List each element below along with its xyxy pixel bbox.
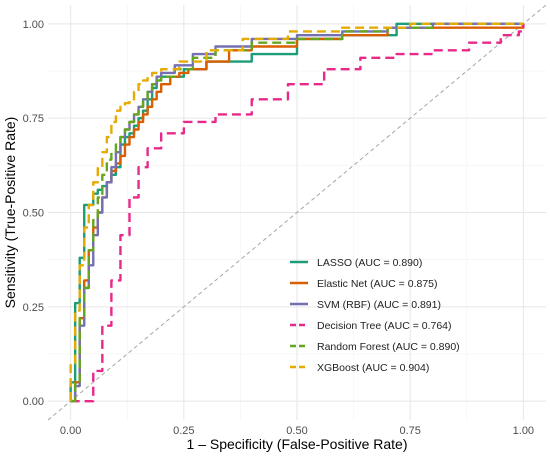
x-tick-label: 0.00: [60, 425, 81, 437]
x-tick-label: 1.00: [513, 425, 534, 437]
legend-label: LASSO (AUC = 0.890): [317, 257, 422, 269]
roc-curve-xgboost: [69, 22, 524, 402]
legend-label: Elastic Net (AUC = 0.875): [317, 278, 438, 290]
legend: LASSO (AUC = 0.890) Elastic Net (AUC = 0.…: [290, 257, 460, 374]
x-tick-label: 0.25: [173, 425, 194, 437]
y-tick-label: 0.25: [23, 302, 44, 314]
y-tick-label: 1.00: [23, 19, 44, 31]
x-tick-label: 0.75: [399, 425, 420, 437]
y-axis-title: Sensitivity (True-Positive Rate): [2, 117, 18, 309]
legend-label: XGBoost (AUC = 0.904): [317, 362, 429, 374]
legend-label: Decision Tree (AUC = 0.764): [317, 320, 452, 332]
x-axis-title: 1 – Specificity (False-Positive Rate): [187, 436, 408, 452]
y-axis-ticks: 0.00 0.25 0.50 0.75 1.00: [23, 19, 44, 408]
x-axis-ticks: 0.00 0.25 0.50 0.75 1.00: [60, 425, 534, 437]
roc-curve-decision-tree: [70, 23, 525, 403]
x-tick-label: 0.50: [286, 425, 307, 437]
chance-line: [47, 4, 547, 421]
y-tick-label: 0.00: [23, 396, 44, 408]
y-tick-label: 0.50: [23, 208, 44, 220]
legend-label: SVM (RBF) (AUC = 0.891): [317, 299, 441, 311]
legend-label: Random Forest (AUC = 0.890): [317, 341, 460, 353]
y-tick-label: 0.75: [23, 113, 44, 125]
reference-diagonal: [47, 4, 547, 421]
roc-curves: [69, 22, 525, 403]
major-gridlines: [48, 5, 546, 420]
roc-curve-random-forest: [70, 22, 524, 403]
